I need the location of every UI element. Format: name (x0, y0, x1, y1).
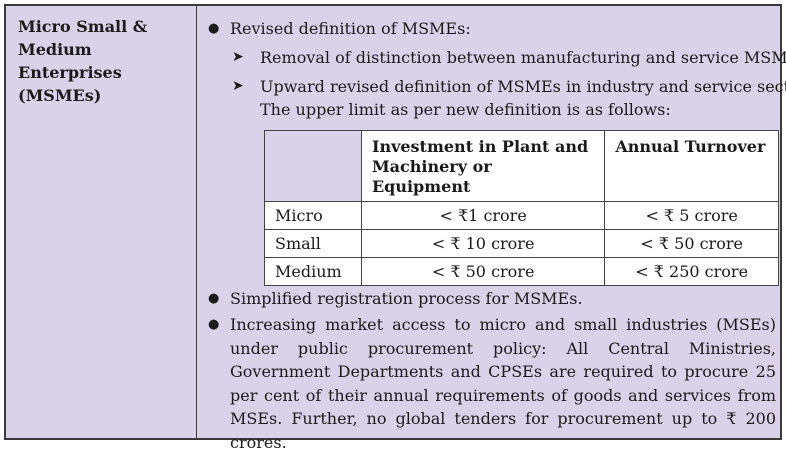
arrow-right-icon: ➤ (232, 78, 244, 94)
cell-investment: < ₹ 50 crore (360, 257, 606, 286)
cell-category: Medium (264, 257, 362, 286)
cell-category: Small (264, 229, 362, 258)
msme-info-panel: Micro Small & Medium Enterprises (MSMEs)… (4, 4, 786, 452)
bullet-dot-icon: ● (208, 291, 220, 306)
sub-upward-revised: Upward revised definition of MSMEs in in… (260, 77, 786, 96)
cell-turnover: < ₹ 5 crore (604, 201, 779, 230)
bullet-dot-icon: ● (208, 21, 220, 36)
header-blank (264, 130, 362, 202)
sub-upper-limit: The upper limit as per new definition is… (260, 100, 671, 119)
table-header-row: Investment in Plant and Machinery or Equ… (264, 130, 779, 202)
arrow-right-icon: ➤ (232, 49, 244, 65)
cell-turnover: < ₹ 50 crore (604, 229, 779, 258)
table-row: Small < ₹ 10 crore < ₹ 50 crore (264, 229, 779, 258)
cell-investment: < ₹1 crore (360, 201, 606, 230)
header-investment: Investment in Plant and Machinery or Equ… (360, 130, 606, 202)
bullet-market-access: Increasing market access to micro and sm… (230, 315, 776, 452)
cell-turnover: < ₹ 250 crore (604, 257, 779, 286)
sub-removal-distinction: Removal of distinction between manufactu… (260, 48, 786, 67)
row-heading: Micro Small & Medium Enterprises (MSMEs) (18, 17, 148, 105)
header-turnover: Annual Turnover (604, 130, 779, 202)
cell-category: Micro (264, 201, 362, 230)
bullet-revised-definition: Revised definition of MSMEs: (230, 19, 471, 38)
column-divider (196, 6, 197, 438)
bullet-dot-icon: ● (208, 317, 220, 332)
bullet-simplified-registration: Simplified registration process for MSME… (230, 289, 583, 308)
msme-limits-table: Investment in Plant and Machinery or Equ… (264, 130, 779, 286)
cell-investment: < ₹ 10 crore (360, 229, 606, 258)
table-row: Micro < ₹1 crore < ₹ 5 crore (264, 201, 779, 230)
table-row: Medium < ₹ 50 crore < ₹ 250 crore (264, 257, 779, 286)
